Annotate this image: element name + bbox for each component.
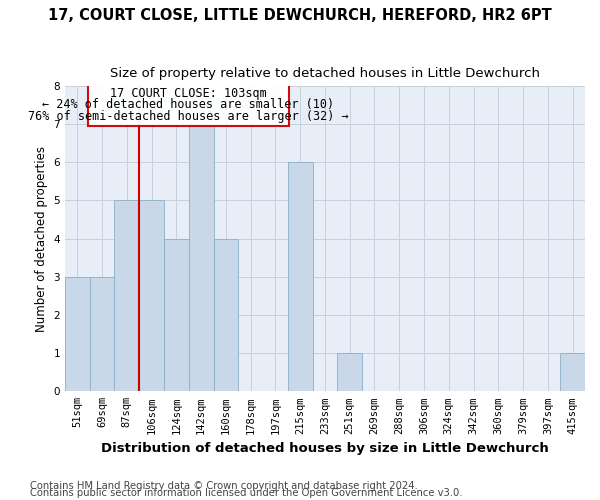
Bar: [214, 238, 238, 392]
Text: Contains public sector information licensed under the Open Government Licence v3: Contains public sector information licen…: [30, 488, 463, 498]
Bar: [337, 353, 362, 392]
Bar: [139, 200, 164, 392]
Bar: [88, 84, 289, 126]
Text: 17, COURT CLOSE, LITTLE DEWCHURCH, HEREFORD, HR2 6PT: 17, COURT CLOSE, LITTLE DEWCHURCH, HEREF…: [48, 8, 552, 22]
Bar: [189, 124, 214, 392]
Text: 76% of semi-detached houses are larger (32) →: 76% of semi-detached houses are larger (…: [28, 110, 349, 123]
Bar: [560, 353, 585, 392]
Bar: [89, 277, 115, 392]
X-axis label: Distribution of detached houses by size in Little Dewchurch: Distribution of detached houses by size …: [101, 442, 549, 455]
Text: ← 24% of detached houses are smaller (10): ← 24% of detached houses are smaller (10…: [43, 98, 334, 112]
Bar: [288, 162, 313, 392]
Bar: [164, 238, 189, 392]
Y-axis label: Number of detached properties: Number of detached properties: [35, 146, 48, 332]
Bar: [115, 200, 139, 392]
Title: Size of property relative to detached houses in Little Dewchurch: Size of property relative to detached ho…: [110, 68, 540, 80]
Bar: [65, 277, 89, 392]
Text: Contains HM Land Registry data © Crown copyright and database right 2024.: Contains HM Land Registry data © Crown c…: [30, 481, 418, 491]
Text: 17 COURT CLOSE: 103sqm: 17 COURT CLOSE: 103sqm: [110, 86, 267, 100]
